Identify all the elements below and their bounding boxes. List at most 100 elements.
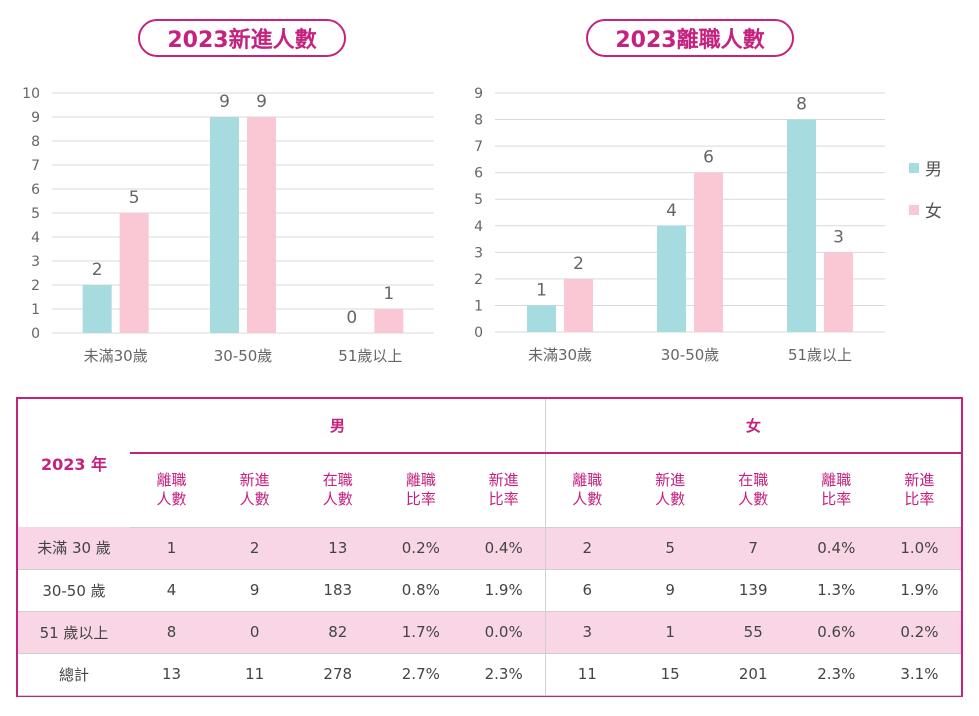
- table-cell: 1.9%: [877, 569, 961, 612]
- data-label: 1: [383, 284, 394, 304]
- data-label: 4: [666, 201, 677, 221]
- table-cell: 3.1%: [877, 653, 961, 696]
- legend-male: 男: [909, 155, 942, 180]
- column-header: 在職 人數: [296, 453, 380, 528]
- table-cell: 9: [628, 569, 712, 612]
- legend-female: 女: [909, 197, 942, 222]
- resignations-chart: 0 1 2 3 4 5 6 7 8 9 1 2 未滿30歲 4 6 30-50歲 8 3 51歲以上: [474, 86, 885, 364]
- table-cell: 9: [213, 569, 297, 612]
- table-cell: 11: [213, 653, 297, 696]
- y-tick-label: 9: [31, 110, 40, 126]
- column-header: 新進 人數: [628, 453, 712, 528]
- table-row: 總計 13 11 278 2.7% 2.3% 11 15 201 2.3% 3.1%: [18, 653, 961, 696]
- table-cell: 1: [130, 527, 214, 570]
- table-cell: 0.0%: [462, 611, 546, 654]
- table-cell: 1.0%: [877, 527, 961, 570]
- y-tick-label: 7: [31, 158, 40, 174]
- y-tick-label: 10: [22, 86, 40, 102]
- y-tick-label: 0: [474, 325, 483, 341]
- x-tick-label: 30-50歲: [214, 347, 273, 365]
- bar-male: [657, 225, 686, 332]
- y-tick-label: 6: [474, 166, 483, 182]
- column-header: 新進 比率: [462, 453, 546, 528]
- column-header: 新進 比率: [877, 453, 961, 528]
- column-header: 離職 人數: [544, 453, 629, 528]
- table-cell: 2: [544, 527, 629, 570]
- y-tick-label: 2: [31, 278, 40, 294]
- y-tick-label: 4: [474, 219, 483, 235]
- chart-title-new-hires: 2023新進人數: [138, 19, 346, 57]
- column-header: 新進 人數: [213, 453, 297, 528]
- table-cell: 0.4%: [462, 527, 546, 570]
- new-hires-chart: 0 1 2 3 4 5 6 7 8 9 10 2 5 未滿30歲 9 9 30-50歲 0 1 51歲以上: [22, 86, 434, 365]
- legend-male-label: 男: [925, 160, 942, 180]
- data-label: 2: [92, 260, 103, 280]
- data-label: 6: [703, 148, 714, 168]
- year-label: 2023 年: [40, 455, 108, 474]
- data-label: 2: [573, 254, 584, 274]
- table-cell: 0.2%: [877, 611, 961, 654]
- table-cell: 6: [544, 569, 629, 612]
- table-cell: 1: [628, 611, 712, 654]
- statistics-table: 2023 年 男 女 離職 人數 新進 人數 在職 人數 離職 比率 新進 比率 離職 人數 新進 人數在…: [16, 397, 963, 697]
- x-tick-label: 未滿30歲: [528, 346, 592, 364]
- table-cell: 0.6%: [794, 611, 878, 654]
- row-label: 未滿 30 歲: [18, 527, 130, 570]
- table-cell: 1.3%: [794, 569, 878, 612]
- x-tick-label: 未滿30歲: [84, 347, 148, 365]
- y-tick-label: 8: [474, 113, 483, 129]
- x-tick-label: 51歲以上: [788, 346, 852, 364]
- data-label: 3: [833, 227, 844, 247]
- y-tick-label: 7: [474, 139, 483, 155]
- table-cell: 55: [711, 611, 795, 654]
- table-cell: 13: [296, 527, 380, 570]
- table-cell: 11: [544, 653, 629, 696]
- y-tick-label: 9: [474, 86, 483, 102]
- table-cell: 2: [213, 527, 297, 570]
- bar-male: [527, 305, 556, 332]
- data-label: 9: [256, 92, 267, 112]
- table-cell: 4: [130, 569, 214, 612]
- table-row: 51 歲以上 8 0 82 1.7% 0.0% 3 1 55 0.6% 0.2%: [18, 611, 961, 654]
- table-cell: 0.2%: [379, 527, 463, 570]
- bar-male: [787, 119, 816, 332]
- row-label: 51 歲以上: [18, 611, 130, 654]
- table-cell: 15: [628, 653, 712, 696]
- y-tick-label: 1: [31, 302, 40, 318]
- data-label: 9: [219, 92, 230, 112]
- y-tick-label: 5: [474, 192, 483, 208]
- table-cell: 0.4%: [794, 527, 878, 570]
- legend-male-swatch: [909, 162, 919, 173]
- table-cell: 8: [130, 611, 214, 654]
- y-tick-label: 6: [31, 182, 40, 198]
- y-tick-label: 3: [474, 245, 483, 261]
- y-tick-label: 8: [31, 134, 40, 150]
- table-cell: 2.7%: [379, 653, 463, 696]
- x-tick-label: 30-50歲: [661, 346, 720, 364]
- table-cell: 0: [213, 611, 297, 654]
- table-cell: 82: [296, 611, 380, 654]
- chart-title-resignations: 2023離職人數: [586, 19, 794, 57]
- group-header-male: 男: [130, 399, 546, 454]
- table-row: 30-50 歲 4 9 183 0.8% 1.9% 6 9 139 1.3% 1.9%: [18, 569, 961, 612]
- y-tick-label: 0: [31, 326, 40, 342]
- bar-male: [82, 285, 112, 333]
- data-label: 1: [536, 280, 547, 300]
- data-label: 0: [346, 308, 357, 328]
- group-header-female: 女: [544, 399, 961, 454]
- table-cell: 0.8%: [379, 569, 463, 612]
- y-tick-label: 5: [31, 206, 40, 222]
- column-header: 離職 比率: [379, 453, 463, 528]
- table-cell: 183: [296, 569, 380, 612]
- y-tick-label: 4: [31, 230, 40, 246]
- table-cell: 2.3%: [462, 653, 546, 696]
- column-header: 離職 比率: [794, 453, 878, 528]
- bar-female: [374, 309, 404, 333]
- table-cell: 1.7%: [379, 611, 463, 654]
- row-label: 30-50 歲: [18, 569, 130, 612]
- table-cell: 3: [544, 611, 629, 654]
- bar-female: [824, 252, 853, 332]
- table-cell: 139: [711, 569, 795, 612]
- bar-male: [210, 117, 239, 333]
